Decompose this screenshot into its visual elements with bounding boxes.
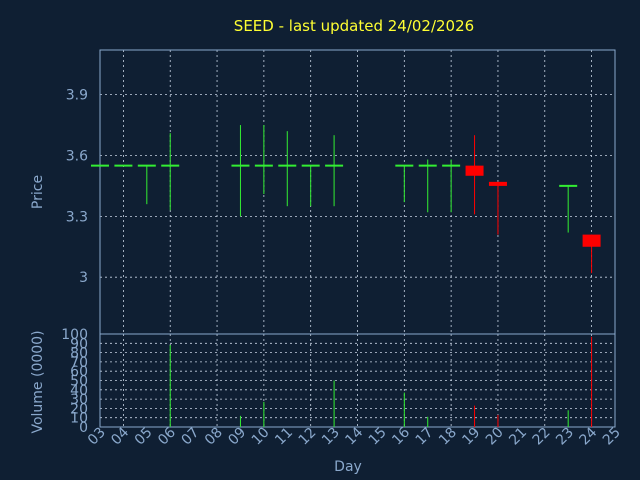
price-candle-24	[582, 234, 601, 274]
x-tick-label: 07	[179, 425, 203, 449]
x-tick-label: 19	[459, 425, 483, 449]
volume-y-tick-label: 100	[61, 327, 88, 343]
x-tick-label: 24	[576, 424, 600, 448]
chart-title: SEED - last updated 24/02/2026	[234, 17, 474, 35]
x-tick-label: 18	[436, 425, 460, 449]
x-tick-label: 04	[108, 424, 132, 448]
volume-y-tick-label: 70	[70, 355, 88, 371]
price-candle-19	[465, 135, 484, 215]
volume-plot-frame	[99, 333, 616, 428]
price-y-tick-label: 3.3	[66, 209, 88, 225]
price-candle-13	[325, 135, 344, 207]
x-tick-label: 22	[530, 425, 554, 449]
x-tick-labels: 03 04 05 06 07 08 09 10 11 12 13 14 15 16 17 18 19 20 21 22…	[85, 424, 624, 448]
price-y-tick-label: 3	[79, 270, 88, 286]
volume-y-tick-label: 10	[70, 411, 88, 427]
volume-y-tick-label: 50	[70, 374, 88, 390]
volume-y-tick-label: 30	[70, 392, 88, 408]
x-tick-label: 17	[413, 425, 437, 449]
price-candle-06	[161, 133, 180, 211]
price-grid	[100, 50, 615, 334]
price-candle-11	[278, 131, 297, 207]
x-tick-label: 15	[366, 425, 390, 449]
price-candle-10	[254, 125, 273, 195]
x-tick-label: 09	[225, 425, 249, 449]
volume-y-tick-label: 0	[79, 420, 88, 436]
x-axis-label: Day	[334, 459, 362, 475]
x-tick-label: 14	[342, 424, 366, 448]
x-tick-label: 08	[202, 425, 226, 449]
volume-y-tick-label: 20	[70, 401, 88, 417]
price-candle-18	[442, 159, 461, 213]
price-candle-16	[395, 164, 414, 203]
price-candles	[91, 125, 601, 274]
x-tick-label: 16	[389, 424, 413, 448]
x-tick-label: 13	[319, 425, 343, 449]
x-tick-label: 06	[155, 424, 179, 448]
candle-body	[488, 181, 507, 186]
volume-axis-label: Volume (0000)	[30, 330, 46, 433]
x-tick-label: 10	[249, 425, 273, 449]
price-candle-20	[488, 181, 507, 235]
volume-y-tick-label: 60	[70, 364, 88, 380]
volume-y-tick-label: 80	[70, 346, 88, 362]
price-y-tick-label: 3.9	[66, 88, 88, 104]
price-candle-05	[137, 164, 156, 205]
price-candle-09	[231, 125, 250, 217]
price-axis-label: Price	[30, 175, 46, 209]
x-tick-label: 25	[600, 425, 624, 449]
volume-grid	[100, 334, 615, 427]
price-candle-17	[418, 159, 437, 213]
x-tick-label: 12	[296, 425, 320, 449]
volume-y-tick-label: 40	[70, 383, 88, 399]
x-tick-label: 05	[132, 425, 156, 449]
candle-body	[465, 165, 484, 176]
x-tick-label: 11	[272, 425, 296, 449]
x-tick-label: 21	[506, 425, 530, 449]
x-tick-label: 03	[85, 425, 109, 449]
candle-body	[582, 234, 601, 247]
volume-bars	[169, 336, 593, 427]
x-tick-label: 20	[483, 425, 507, 449]
price-y-tick-label: 3.6	[66, 148, 88, 164]
price-y-tick-labels: 3 3.3 3.6 3.9	[66, 88, 88, 287]
x-tick-label: 23	[553, 425, 577, 449]
price-candle-23	[559, 184, 578, 233]
price-candle-12	[301, 164, 320, 207]
volume-y-tick-label: 90	[70, 336, 88, 352]
